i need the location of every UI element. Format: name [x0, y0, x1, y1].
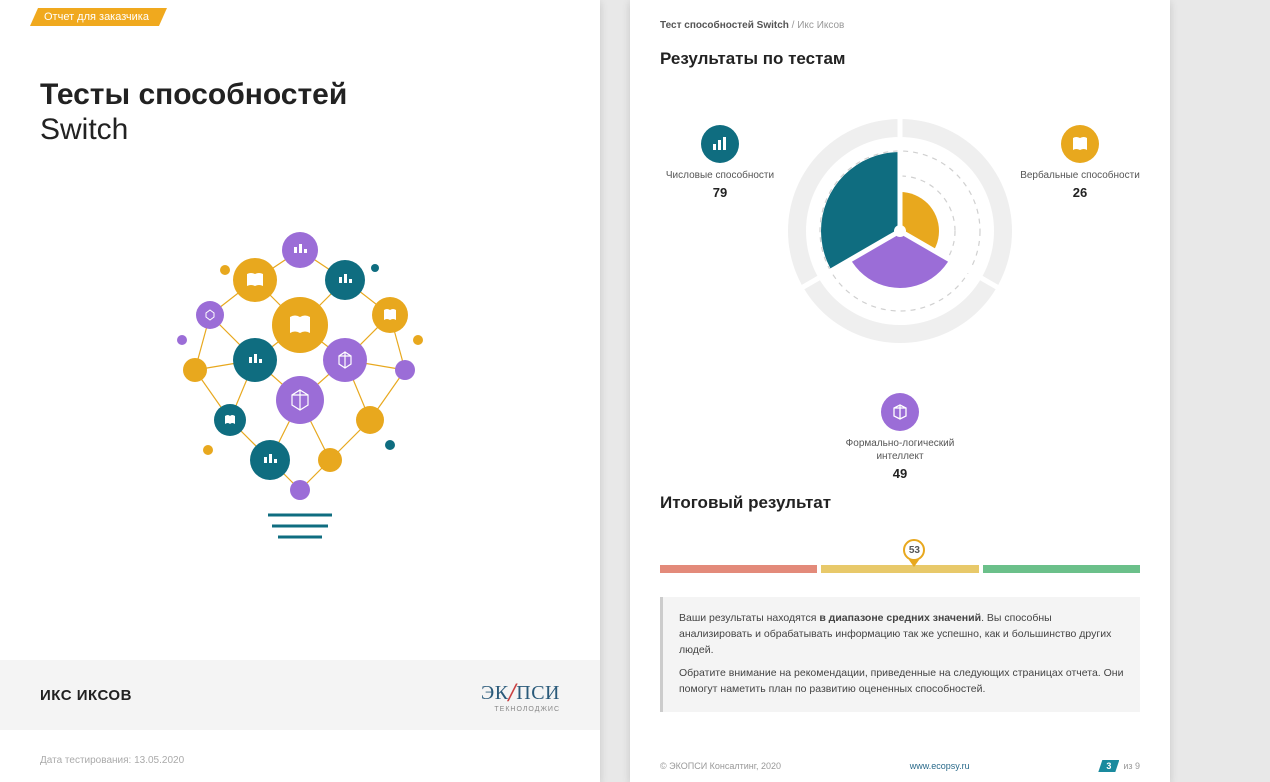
metric-numeric: Числовые способности 79 — [660, 125, 780, 200]
summary-box: Ваши результаты находятся в диапазоне ср… — [660, 597, 1140, 712]
metric-numeric-label: Числовые способности — [660, 169, 780, 182]
test-date: Дата тестирования: 13.05.2020 — [40, 755, 184, 766]
scale-high — [983, 565, 1140, 573]
section-final-title: Итоговый результат — [660, 493, 1140, 513]
bar-chart-icon — [701, 125, 739, 163]
report-title-block: Тесты способностей Switch — [40, 78, 347, 147]
results-page: Тест способностей Switch / Икс Иксов Рез… — [630, 0, 1170, 782]
radial-chart-zone: Числовые способности 79 Вербальные спосо… — [660, 81, 1140, 481]
report-tag: Отчет для заказчика — [30, 8, 167, 26]
page-number: 3 из 9 — [1098, 760, 1140, 772]
radial-chart — [780, 111, 1020, 351]
footer-url: www.ecopsy.ru — [910, 761, 970, 771]
metric-logical: Формально-логический интеллект 49 — [840, 393, 960, 481]
final-score-value: 53 — [903, 539, 925, 561]
metric-logical-label: Формально-логический интеллект — [840, 437, 960, 463]
scale-low — [660, 565, 817, 573]
person-name: ИКС ИКСОВ — [40, 687, 132, 704]
final-scale: 53 — [660, 543, 1140, 583]
book-icon — [1061, 125, 1099, 163]
section-results-title: Результаты по тестам — [660, 49, 1140, 69]
page-footer: © ЭКОПСИ Консалтинг, 2020 www.ecopsy.ru … — [660, 760, 1140, 772]
metric-verbal: Вербальные способности 26 — [1020, 125, 1140, 200]
cover-page: Отчет для заказчика Тесты способностей S… — [0, 0, 600, 782]
metric-verbal-value: 26 — [1020, 185, 1140, 200]
final-result-section: Итоговый результат 53 Ваши результаты на… — [660, 493, 1140, 712]
lightbulb-infographic — [150, 210, 450, 570]
metric-verbal-label: Вербальные способности — [1020, 169, 1140, 182]
title-bold: Тесты способностей — [40, 78, 347, 113]
cube-icon — [881, 393, 919, 431]
breadcrumb: Тест способностей Switch / Икс Иксов — [660, 20, 1140, 31]
final-score-marker: 53 — [903, 539, 925, 567]
metric-logical-value: 49 — [840, 466, 960, 481]
scale-mid — [821, 565, 978, 573]
brand-logo: ЭК/ПСИ ТЕКНОЛОДЖИС — [481, 678, 560, 713]
cover-footer-band: ИКС ИКСОВ ЭК/ПСИ ТЕКНОЛОДЖИС — [0, 660, 600, 730]
title-light: Switch — [40, 113, 347, 148]
footer-copyright: © ЭКОПСИ Консалтинг, 2020 — [660, 761, 781, 771]
metric-numeric-value: 79 — [660, 185, 780, 200]
